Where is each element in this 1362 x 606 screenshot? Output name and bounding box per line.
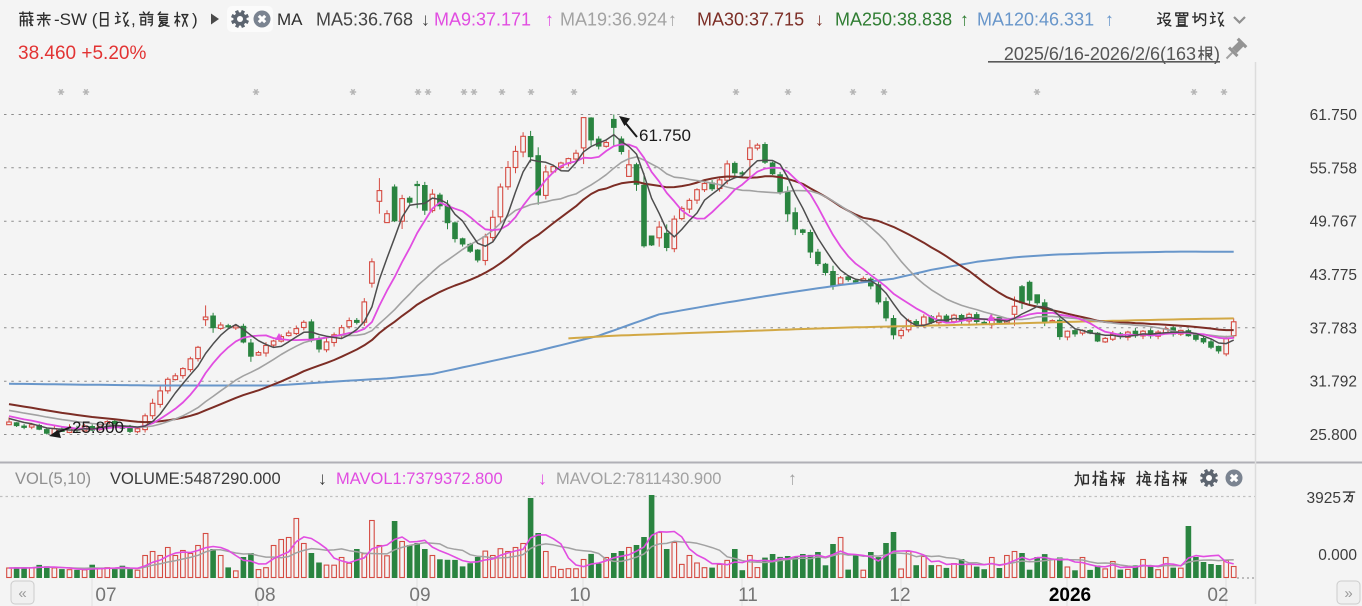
svg-text:02: 02 [1207, 585, 1228, 606]
svg-text:): ) [192, 10, 198, 29]
svg-text:61.750: 61.750 [1310, 107, 1358, 124]
svg-text:25.800: 25.800 [1310, 427, 1358, 444]
svg-text:3925: 3925 [1307, 490, 1341, 507]
svg-text:MA5:36.768: MA5:36.768 [316, 10, 413, 30]
svg-text:2025/6/16-2026/2/6(163: 2025/6/16-2026/2/6(163 [1004, 44, 1196, 64]
svg-text:08: 08 [254, 585, 275, 606]
svg-text:55.758: 55.758 [1310, 160, 1357, 177]
svg-text:12: 12 [889, 585, 910, 606]
svg-text:38.460 +5.20%: 38.460 +5.20% [18, 43, 146, 64]
svg-text:61.750: 61.750 [639, 126, 691, 145]
svg-text:07: 07 [95, 585, 116, 606]
svg-text:2026: 2026 [1049, 585, 1091, 606]
svg-text:0.000: 0.000 [1318, 547, 1357, 564]
svg-text:31.792: 31.792 [1310, 374, 1357, 391]
svg-text:↓: ↓ [538, 469, 547, 489]
svg-text:43.775: 43.775 [1310, 267, 1357, 284]
svg-text:09: 09 [409, 585, 430, 606]
svg-text:MA250:38.838: MA250:38.838 [835, 10, 952, 30]
svg-text:MA9:37.171: MA9:37.171 [434, 10, 531, 30]
svg-text:↑: ↑ [960, 10, 969, 30]
svg-text:10: 10 [569, 585, 590, 606]
svg-text:): ) [1214, 44, 1220, 64]
svg-text:↑: ↑ [545, 10, 554, 30]
svg-text:«: « [18, 585, 26, 602]
svg-text:MA: MA [277, 10, 303, 29]
svg-text:VOLUME:5487290.000: VOLUME:5487290.000 [110, 470, 281, 488]
svg-text:37.783: 37.783 [1310, 320, 1357, 337]
svg-text:↑: ↑ [668, 10, 677, 30]
svg-text:MA120:46.331: MA120:46.331 [977, 10, 1094, 30]
svg-text:↑: ↑ [788, 469, 797, 489]
svg-text:»: » [1344, 585, 1352, 602]
svg-text:MAVOL1:7379372.800: MAVOL1:7379372.800 [336, 470, 503, 488]
svg-text:↑: ↑ [1105, 10, 1114, 30]
svg-text:,: , [131, 10, 136, 29]
svg-text:MA19:36.924: MA19:36.924 [560, 10, 667, 30]
svg-text:MA30:37.715: MA30:37.715 [697, 10, 804, 30]
svg-text:↓: ↓ [421, 10, 430, 30]
svg-text:↓: ↓ [318, 469, 327, 489]
svg-text:-SW (: -SW ( [54, 10, 98, 29]
svg-text:MAVOL2:7811430.900: MAVOL2:7811430.900 [556, 470, 721, 488]
svg-text:11: 11 [738, 585, 758, 606]
svg-text:49.767: 49.767 [1310, 214, 1357, 231]
svg-text:↓: ↓ [815, 10, 824, 30]
svg-text:VOL(5,10): VOL(5,10) [15, 470, 91, 488]
svg-text:25.800: 25.800 [72, 418, 124, 437]
